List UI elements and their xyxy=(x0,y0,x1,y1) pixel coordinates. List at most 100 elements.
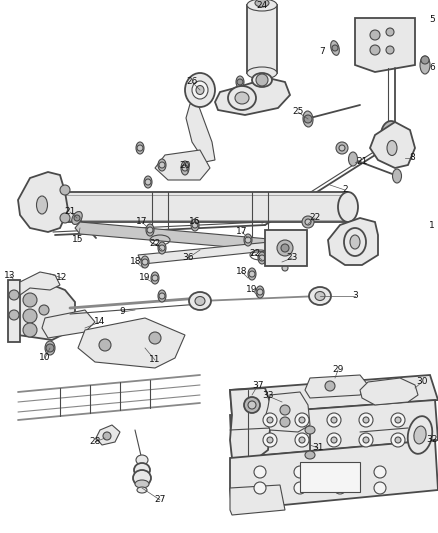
Ellipse shape xyxy=(192,81,208,99)
Circle shape xyxy=(23,323,37,337)
Circle shape xyxy=(331,437,337,443)
Polygon shape xyxy=(328,218,378,265)
Circle shape xyxy=(245,237,251,243)
Polygon shape xyxy=(305,375,368,398)
Ellipse shape xyxy=(228,86,256,110)
Circle shape xyxy=(331,417,337,423)
Ellipse shape xyxy=(256,286,264,298)
Text: 17: 17 xyxy=(136,217,148,227)
Ellipse shape xyxy=(392,169,402,183)
Circle shape xyxy=(391,433,405,447)
Text: 22: 22 xyxy=(249,249,261,259)
Circle shape xyxy=(391,413,405,427)
Bar xyxy=(48,192,348,222)
Circle shape xyxy=(159,162,165,168)
Circle shape xyxy=(145,179,151,185)
Ellipse shape xyxy=(420,56,430,74)
Circle shape xyxy=(386,28,394,36)
Text: 9: 9 xyxy=(119,308,125,317)
Polygon shape xyxy=(230,400,438,458)
Circle shape xyxy=(370,30,380,40)
Circle shape xyxy=(363,437,369,443)
Text: 30: 30 xyxy=(416,377,428,386)
Circle shape xyxy=(159,293,165,299)
Circle shape xyxy=(395,437,401,443)
Text: 2: 2 xyxy=(342,185,348,195)
Circle shape xyxy=(182,165,188,171)
Ellipse shape xyxy=(408,416,432,454)
Ellipse shape xyxy=(195,296,205,305)
Text: 33: 33 xyxy=(262,392,274,400)
Circle shape xyxy=(192,222,198,228)
Circle shape xyxy=(152,275,158,281)
Text: 37: 37 xyxy=(252,381,264,390)
Text: 25: 25 xyxy=(292,108,304,117)
Text: 20: 20 xyxy=(179,160,191,169)
Circle shape xyxy=(39,305,49,315)
Circle shape xyxy=(259,255,265,261)
Circle shape xyxy=(103,432,111,440)
Ellipse shape xyxy=(38,192,58,222)
Bar xyxy=(247,5,277,73)
Ellipse shape xyxy=(309,287,331,305)
Circle shape xyxy=(74,215,80,221)
Circle shape xyxy=(267,417,273,423)
Ellipse shape xyxy=(137,487,147,493)
Polygon shape xyxy=(138,240,295,264)
Circle shape xyxy=(280,417,290,427)
Text: 23: 23 xyxy=(286,254,298,262)
Text: 27: 27 xyxy=(154,496,166,505)
Polygon shape xyxy=(186,104,215,162)
Ellipse shape xyxy=(135,480,149,488)
Ellipse shape xyxy=(158,159,166,171)
Ellipse shape xyxy=(189,292,211,310)
Ellipse shape xyxy=(133,470,151,486)
Circle shape xyxy=(23,309,37,323)
Circle shape xyxy=(277,240,293,256)
Circle shape xyxy=(305,219,311,225)
Circle shape xyxy=(9,310,19,320)
Polygon shape xyxy=(230,485,285,515)
Ellipse shape xyxy=(136,142,144,154)
Text: 22: 22 xyxy=(309,214,321,222)
Ellipse shape xyxy=(381,132,403,164)
Text: 31: 31 xyxy=(312,443,324,453)
Circle shape xyxy=(237,79,243,85)
Polygon shape xyxy=(155,150,210,180)
Circle shape xyxy=(60,185,70,195)
Ellipse shape xyxy=(247,0,277,11)
Circle shape xyxy=(339,145,345,151)
Text: 5: 5 xyxy=(429,15,435,25)
Polygon shape xyxy=(230,440,438,510)
Ellipse shape xyxy=(252,73,272,87)
Circle shape xyxy=(137,145,143,151)
Ellipse shape xyxy=(244,234,252,246)
Circle shape xyxy=(281,244,289,252)
Circle shape xyxy=(147,227,153,233)
Text: 6: 6 xyxy=(429,63,435,72)
Ellipse shape xyxy=(72,212,82,224)
Ellipse shape xyxy=(305,451,315,459)
Text: 10: 10 xyxy=(39,353,51,362)
Ellipse shape xyxy=(158,290,166,302)
Circle shape xyxy=(332,45,338,51)
Polygon shape xyxy=(265,392,310,432)
Text: 19: 19 xyxy=(139,273,151,282)
Circle shape xyxy=(256,74,268,86)
Circle shape xyxy=(359,433,373,447)
Polygon shape xyxy=(230,375,438,415)
Circle shape xyxy=(421,56,429,64)
Circle shape xyxy=(299,437,305,443)
Ellipse shape xyxy=(344,228,366,256)
Text: 22: 22 xyxy=(149,239,161,248)
Polygon shape xyxy=(75,222,288,252)
Text: 21: 21 xyxy=(64,207,76,216)
Text: 11: 11 xyxy=(149,356,161,365)
Text: 14: 14 xyxy=(94,318,106,327)
Circle shape xyxy=(159,245,165,251)
Polygon shape xyxy=(78,318,185,368)
Polygon shape xyxy=(230,388,272,460)
Circle shape xyxy=(9,290,19,300)
Circle shape xyxy=(374,482,386,494)
Ellipse shape xyxy=(185,73,215,107)
